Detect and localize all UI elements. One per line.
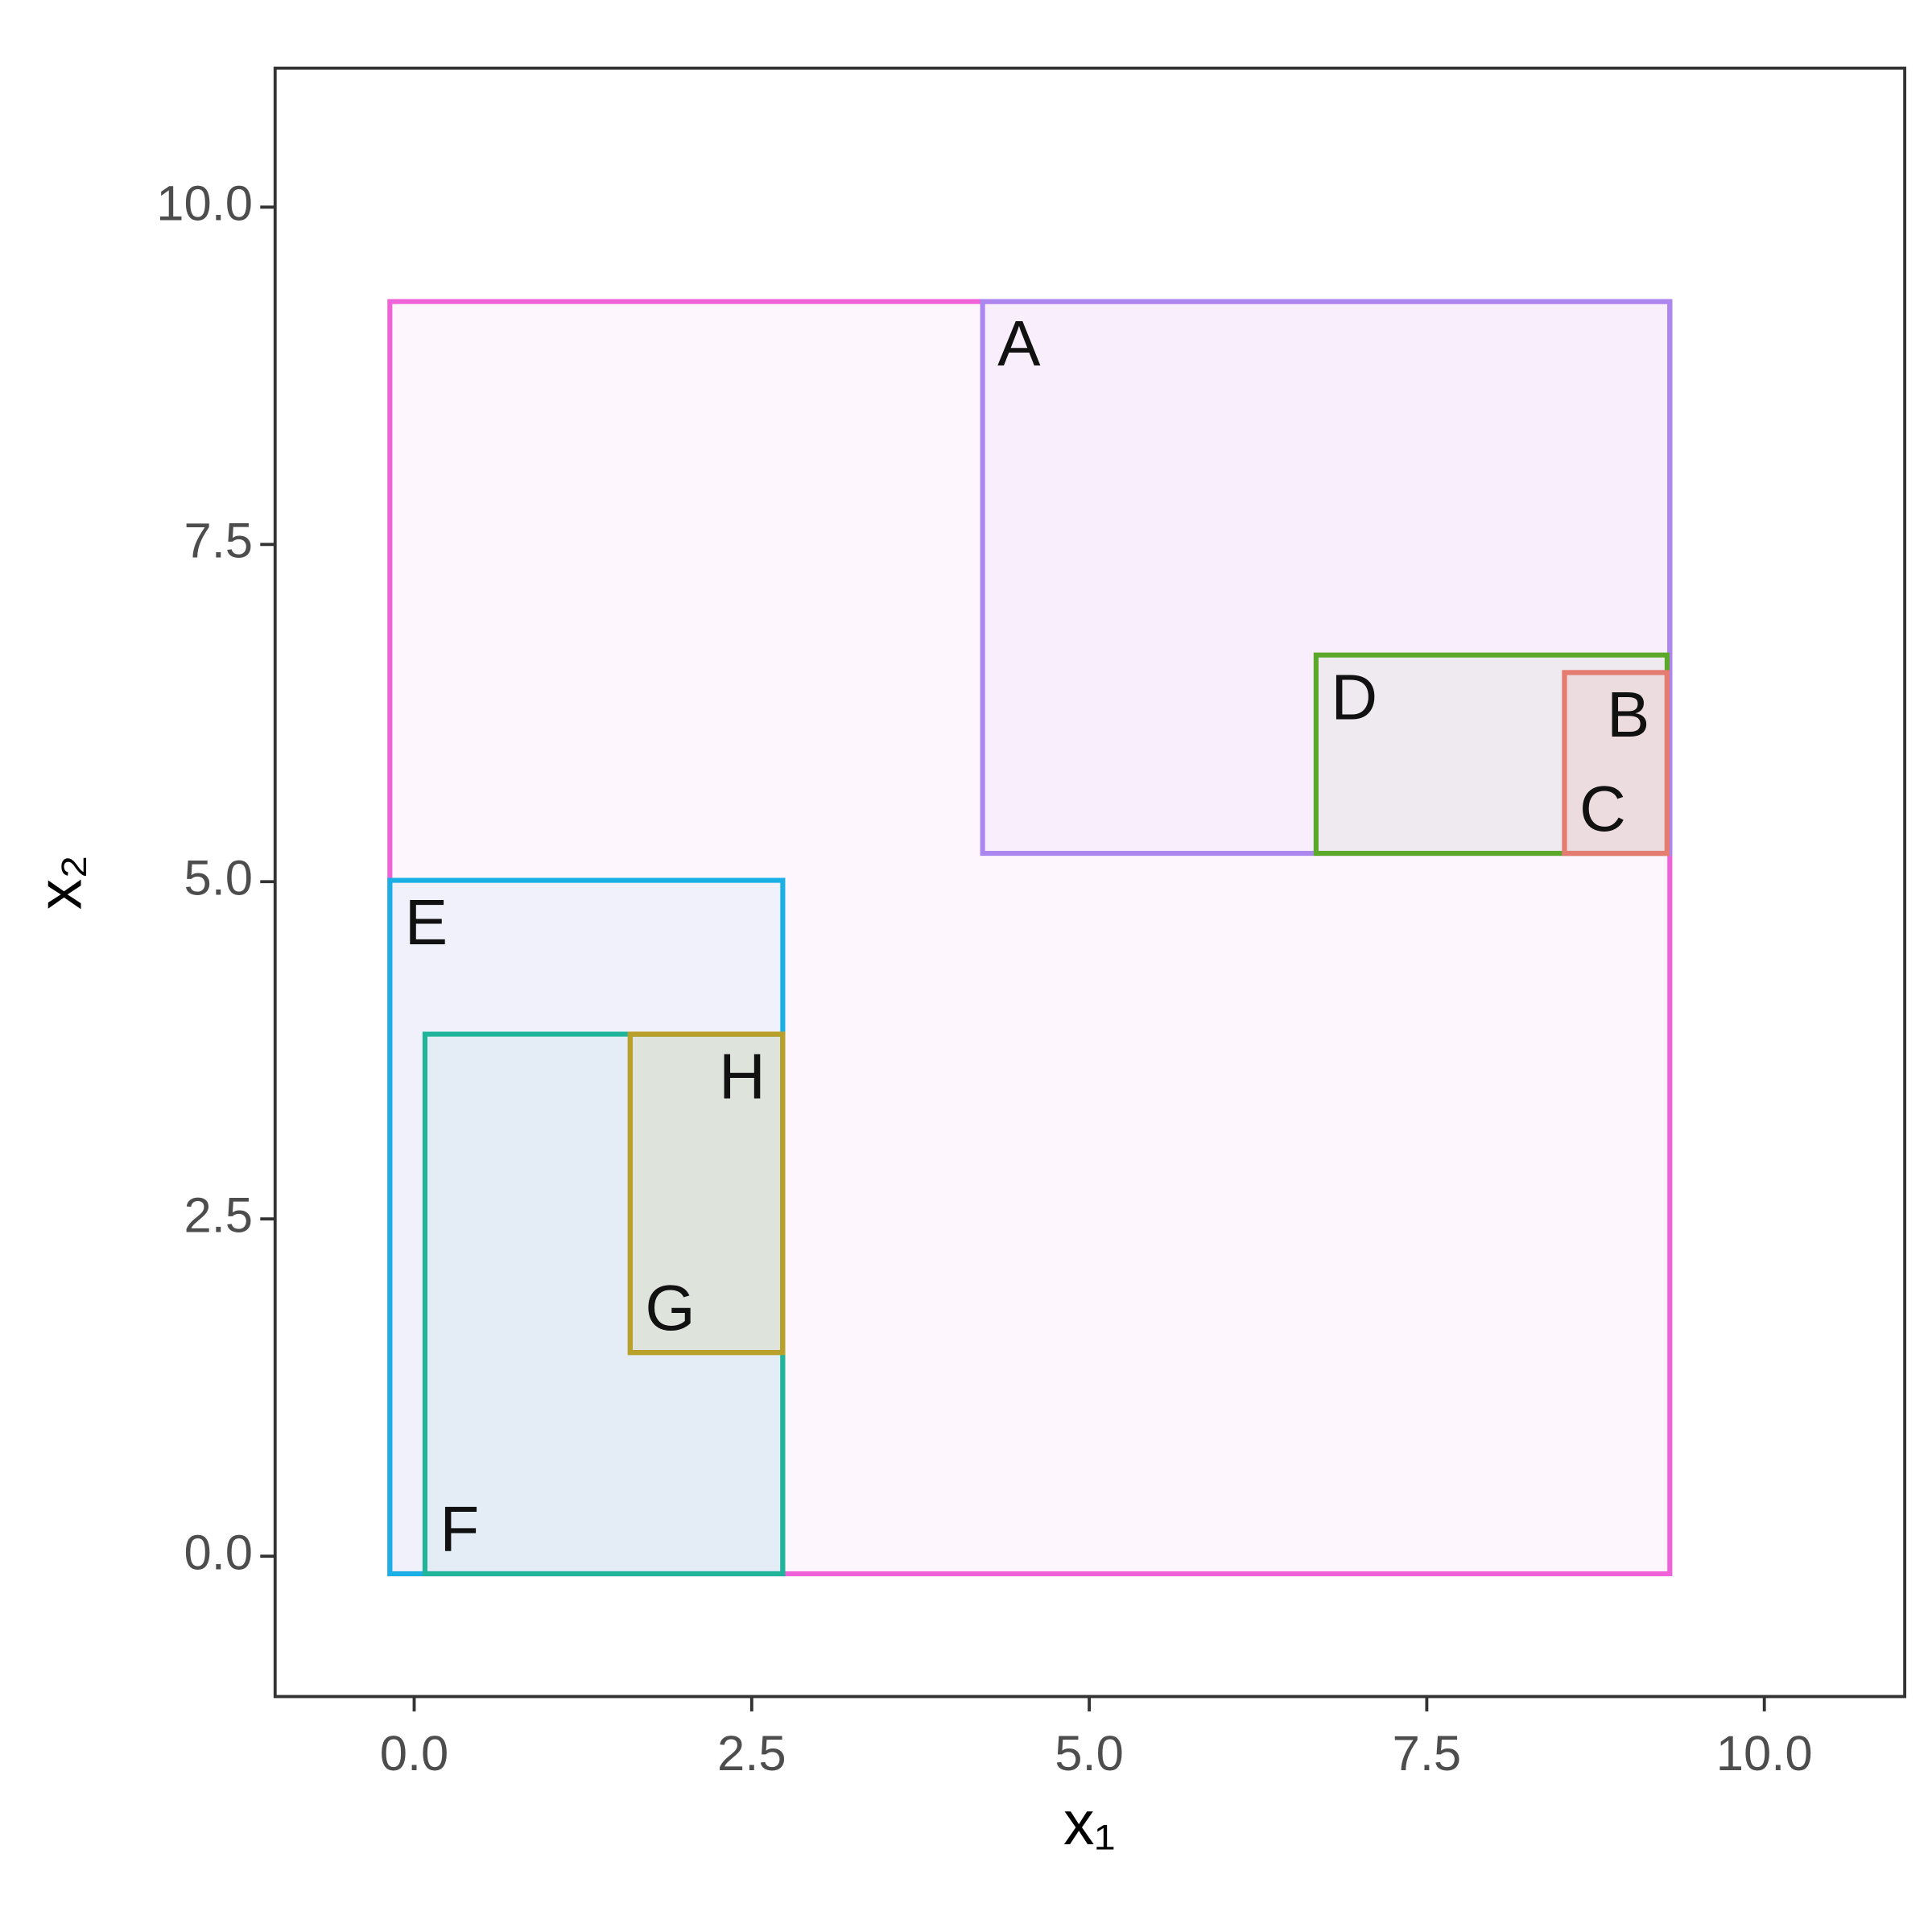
box (980, 299, 1673, 857)
y-tick-label: 5.0 (184, 851, 253, 906)
x-tick-label: 7.5 (1393, 1726, 1462, 1781)
box-label: C (1579, 773, 1626, 844)
box (1562, 670, 1670, 857)
box (1313, 652, 1670, 857)
box-label: G (645, 1272, 695, 1344)
box (422, 1031, 786, 1577)
y-tick-label: 7.5 (184, 514, 253, 569)
x-axis-title: x₁ (1063, 1789, 1115, 1858)
box (387, 299, 1673, 1577)
box (627, 1031, 786, 1356)
plot-area: A D BC E F G H (387, 299, 1673, 1577)
y-tick-label: 10.0 (156, 176, 253, 232)
x-tick-label: 10.0 (1716, 1726, 1813, 1781)
box-label: B (1607, 679, 1649, 750)
x-tick-label: 5.0 (1055, 1726, 1124, 1781)
x-tick-label: 2.5 (717, 1726, 786, 1781)
x-tick-label: 0.0 (380, 1726, 449, 1781)
box-label: A (997, 308, 1041, 379)
y-tick-label: 2.5 (184, 1187, 253, 1243)
box-label: D (1331, 661, 1377, 733)
box-label: F (440, 1493, 479, 1565)
box-label: H (719, 1040, 766, 1112)
y-tick-label: 0.0 (184, 1525, 253, 1580)
y-axis-title: x₂ (25, 855, 94, 910)
box-label: E (405, 886, 448, 958)
